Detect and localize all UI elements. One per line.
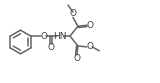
Text: O: O — [69, 9, 76, 19]
Text: O: O — [47, 43, 54, 52]
Text: O: O — [40, 32, 47, 41]
Text: O: O — [86, 42, 93, 51]
Text: O: O — [86, 21, 93, 30]
Text: O: O — [73, 54, 80, 63]
Text: HN: HN — [53, 32, 66, 41]
